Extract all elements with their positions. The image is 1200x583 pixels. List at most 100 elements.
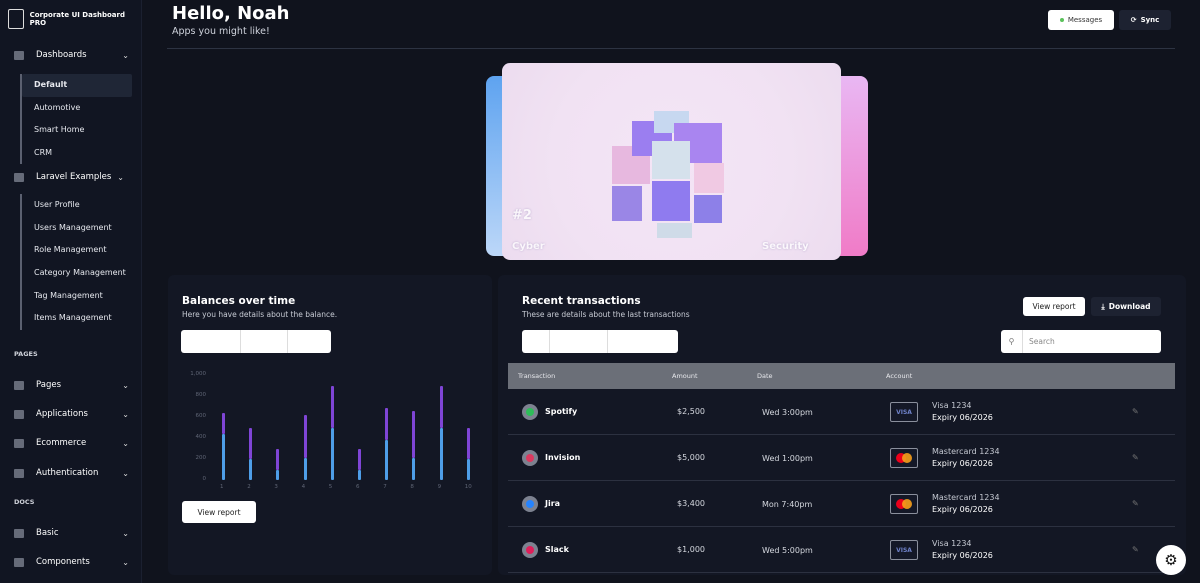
sidebar-item-category-management[interactable]: Category Management [34,268,126,278]
transactions-subtitle: These are details about the last transac… [522,310,690,319]
logo-icon [8,9,24,29]
tools-icon [14,409,24,419]
sync-button[interactable]: ⟳ Sync [1119,10,1171,30]
transactions-segmented-control[interactable] [522,330,678,353]
segment[interactable] [241,330,288,353]
search-input[interactable] [1023,331,1153,352]
bar-9-series-2 [439,385,443,428]
card-logo: VISA [890,540,918,560]
divider [167,48,1175,49]
x-tick-label: 10 [464,484,472,490]
brand[interactable]: Corporate UI Dashboard PRO [8,9,141,29]
sidebar-group-applications[interactable]: Applications ⌄ [14,409,129,419]
sidebar-item-users-management[interactable]: Users Management [34,222,112,232]
sidebar-item-role-management[interactable]: Role Management [34,245,107,255]
edit-icon[interactable]: ✎ [1132,407,1139,416]
carousel-slide[interactable]: #2 Cyber Security [502,63,841,260]
sidebar-group-components[interactable]: Components ⌄ [14,557,129,567]
balances-segmented-control[interactable] [181,330,331,353]
view-report-button[interactable]: View report [1023,297,1085,316]
bar-8-series-2 [412,410,416,458]
sidebar: Corporate UI Dashboard PRO Dashboards ⌄ D… [0,0,142,583]
segment[interactable] [181,330,241,353]
y-tick-label: 1,000 [190,371,206,377]
brand-name: Corporate UI Dashboard PRO [29,11,125,27]
balances-view-report-button[interactable]: View report [182,501,256,523]
y-tick-label: 0 [202,476,207,482]
bar-4-series-1 [303,457,307,480]
sidebar-item-tag-management[interactable]: Tag Management [34,290,103,300]
sidebar-item-default[interactable]: Default [22,74,132,97]
sidebar-item-automotive[interactable]: Automotive [34,102,81,112]
search-icon: ⚲ [1001,330,1023,353]
messages-label: Messages [1067,16,1103,24]
bar-7-series-1 [385,440,389,480]
edit-icon[interactable]: ✎ [1132,545,1139,554]
table-row[interactable]: Jira $3,400 Mon 7:40pm Mastercard 1234 E… [508,482,1175,527]
transaction-name: Jira [545,499,561,508]
sync-label: Sync [1140,16,1160,24]
table-header: Transaction Amount Date Account [508,363,1175,389]
x-tick-label: 9 [437,484,442,490]
y-tick-label: 800 [195,392,207,398]
balances-title: Balances over time [182,295,296,307]
col-account: Account [886,372,913,380]
sidebar-group-dashboards[interactable]: Dashboards ⌄ [14,50,129,60]
bar-4-series-2 [303,414,307,458]
sidebar-item-crm[interactable]: CRM [34,148,53,158]
laravel-submenu: User Profile Users Management Role Manag… [20,194,132,330]
account-name: Mastercard 1234 [932,447,1000,456]
col-date: Date [757,372,773,380]
bar-9-series-1 [439,427,443,480]
sidebar-group-label: Dashboards [36,50,87,60]
sync-icon: ⟳ [1130,16,1137,24]
bar-2-series-1 [249,459,253,480]
sidebar-item-user-profile[interactable]: User Profile [34,200,80,209]
search-field[interactable]: ⚲ [1001,330,1161,353]
transaction-date: Wed 1:00pm [762,454,813,463]
sidebar-group-pages[interactable]: Pages ⌄ [14,380,129,390]
sidebar-item-smart-home[interactable]: Smart Home [34,125,85,135]
bar-10-series-1 [466,459,470,480]
settings-button[interactable]: ⚙ [1156,545,1186,575]
x-tick-label: 5 [328,484,333,490]
transaction-date: Wed 3:00pm [762,408,813,417]
edit-icon[interactable]: ✎ [1132,453,1139,462]
x-tick-label: 7 [383,484,387,490]
section-docs: DOCS [14,498,35,506]
transaction-amount: $2,500 [677,407,705,416]
table-row[interactable]: Slack $1,000 Wed 5:00pm VISA Visa 1234 E… [508,528,1175,573]
bar-5-series-1 [330,427,334,480]
segment[interactable] [522,330,550,353]
laravel-icon [14,172,24,182]
sidebar-group-ecommerce[interactable]: Ecommerce ⌄ [14,438,129,448]
chevron-down-icon: ⌄ [122,528,129,538]
bar-10-series-2 [466,427,470,459]
app-logo-icon [522,404,538,420]
edit-icon[interactable]: ✎ [1132,499,1139,508]
page-title: Hello, Noah [172,3,290,24]
x-tick-label: 6 [356,484,360,490]
balances-subtitle: Here you have details about the balance. [182,310,338,319]
transaction-date: Wed 5:00pm [762,546,813,555]
account-expiry: Expiry 06/2026 [932,505,993,514]
card-logo: VISA [890,402,918,422]
slide-number: #2 [512,208,532,223]
visa-logo-icon: VISA [890,402,918,422]
download-button[interactable]: ⤓ Download [1091,297,1161,316]
sidebar-group-laravel[interactable]: Laravel Examples ⌄ [14,172,129,182]
sidebar-group-basic[interactable]: Basic ⌄ [14,528,129,538]
table-row[interactable]: Invision $5,000 Wed 1:00pm Mastercard 12… [508,436,1175,481]
mastercard-logo-icon [890,494,918,514]
table-row[interactable]: Spotify $2,500 Wed 3:00pm VISA Visa 1234… [508,390,1175,435]
transactions-card: Recent transactions These are details ab… [498,275,1186,575]
app-logo-icon [522,496,538,512]
balances-chart: 0 200 400 600 800 1,000 1 2 3 4 5 6 7 8 9 10 [168,365,492,495]
chevron-down-icon: ⌄ [122,409,129,419]
segment[interactable] [550,330,608,353]
sidebar-item-items-management[interactable]: Items Management [34,313,112,323]
messages-button[interactable]: Messages [1048,10,1114,30]
bar-3-series-2 [276,448,280,470]
sidebar-group-authentication[interactable]: Authentication ⌄ [14,468,129,478]
y-tick-label: 400 [195,434,207,440]
